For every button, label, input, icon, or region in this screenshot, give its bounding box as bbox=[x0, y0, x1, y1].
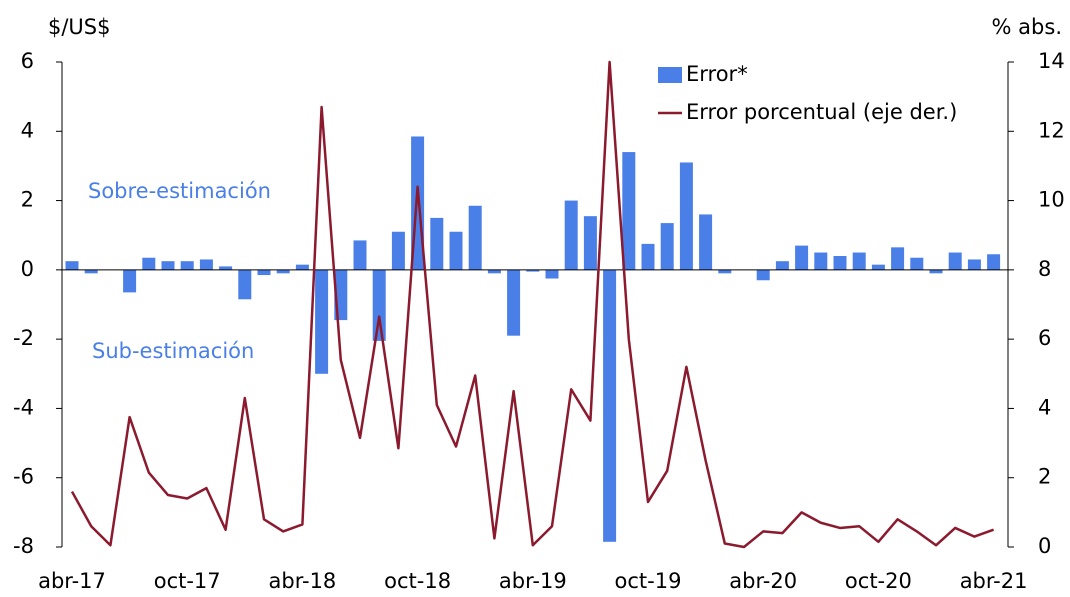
bar bbox=[948, 252, 962, 270]
bar bbox=[756, 269, 770, 281]
y2-tick-label: 10 bbox=[1038, 188, 1065, 212]
bar bbox=[871, 264, 885, 270]
bar bbox=[372, 269, 386, 341]
x-tick-label: abr-18 bbox=[269, 569, 337, 593]
bar bbox=[449, 231, 463, 270]
bar bbox=[276, 269, 290, 274]
y-axis-label: $/US$ bbox=[48, 15, 111, 39]
y-tick-label: 6 bbox=[21, 49, 34, 73]
bar bbox=[660, 223, 674, 270]
y-tick-label: 4 bbox=[21, 118, 34, 142]
x-tick-label: abr-19 bbox=[499, 569, 567, 593]
x-tick-label: oct-20 bbox=[845, 569, 912, 593]
bar bbox=[295, 264, 309, 270]
bar bbox=[967, 259, 981, 270]
annotation: Sub-estimación bbox=[92, 339, 254, 363]
x-tick-label: oct-19 bbox=[615, 569, 682, 593]
annotation: Sobre-estimación bbox=[88, 179, 271, 203]
bar bbox=[833, 256, 847, 270]
y-tick-label: -2 bbox=[13, 326, 34, 350]
bar bbox=[180, 261, 194, 270]
x-tick-label: abr-20 bbox=[729, 569, 797, 593]
bar bbox=[257, 269, 271, 276]
bar bbox=[929, 269, 943, 274]
y2-tick-label: 14 bbox=[1038, 49, 1065, 73]
y-tick-label: -6 bbox=[13, 465, 34, 489]
bar bbox=[910, 257, 924, 270]
legend-label: Error* bbox=[686, 62, 748, 86]
bar bbox=[852, 252, 866, 270]
bar bbox=[142, 257, 156, 270]
bar bbox=[219, 266, 233, 270]
y2-tick-label: 0 bbox=[1038, 534, 1051, 558]
line bbox=[70, 60, 995, 549]
x-tick-label: abr-21 bbox=[960, 569, 1028, 593]
bar bbox=[795, 245, 809, 270]
bar bbox=[161, 261, 175, 270]
bar bbox=[430, 217, 444, 270]
bar bbox=[65, 261, 79, 270]
bar bbox=[891, 247, 905, 270]
x-tick-label: oct-18 bbox=[384, 569, 451, 593]
bar bbox=[583, 216, 597, 270]
bar bbox=[468, 205, 482, 270]
y2-tick-label: 2 bbox=[1038, 465, 1051, 489]
x-tick-label: abr-17 bbox=[38, 569, 106, 593]
bar bbox=[238, 269, 252, 300]
bar bbox=[199, 259, 213, 270]
bar bbox=[564, 200, 578, 270]
legend-label: Error porcentual (eje der.) bbox=[686, 100, 957, 124]
y-tick-label: -4 bbox=[13, 395, 34, 419]
y2-axis-label: % abs. bbox=[992, 15, 1062, 39]
y-tick-label: 2 bbox=[21, 188, 34, 212]
bar bbox=[391, 231, 405, 270]
bar bbox=[699, 214, 713, 270]
y-tick-label: -8 bbox=[13, 534, 34, 558]
bar bbox=[679, 162, 693, 270]
bar bbox=[487, 269, 501, 274]
bar bbox=[545, 269, 559, 279]
bar bbox=[507, 269, 521, 336]
y-tick-label: 0 bbox=[21, 257, 34, 281]
bar bbox=[603, 269, 617, 542]
y2-tick-label: 4 bbox=[1038, 395, 1051, 419]
bar bbox=[123, 269, 137, 293]
bar bbox=[718, 269, 732, 274]
legend-swatch bbox=[658, 67, 682, 83]
y2-tick-label: 12 bbox=[1038, 118, 1065, 142]
bar bbox=[987, 254, 1001, 270]
bar bbox=[775, 261, 789, 270]
bar bbox=[622, 152, 636, 270]
bar bbox=[84, 269, 98, 274]
bar bbox=[315, 269, 329, 374]
bar bbox=[641, 243, 655, 270]
x-tick-label: oct-17 bbox=[154, 569, 221, 593]
y2-tick-label: 8 bbox=[1038, 257, 1051, 281]
bar bbox=[814, 252, 828, 270]
y2-tick-label: 6 bbox=[1038, 326, 1051, 350]
bar bbox=[353, 240, 367, 270]
bar bbox=[526, 269, 540, 272]
